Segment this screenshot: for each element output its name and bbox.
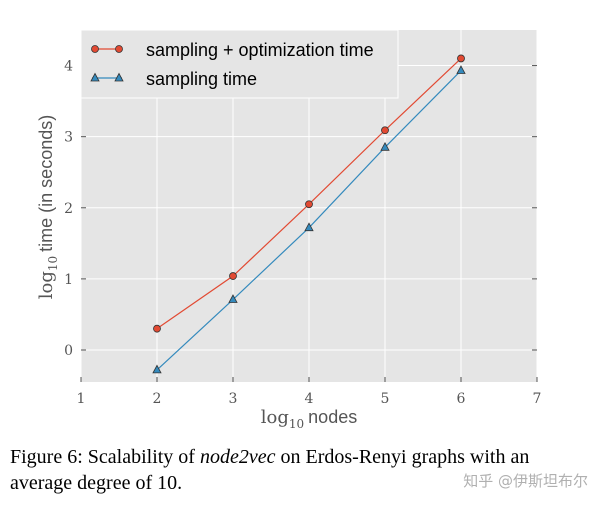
legend-label-sampling-optimization: sampling + optimization time	[146, 40, 374, 60]
y-tick-label: 2	[64, 201, 73, 217]
x-tick-label: 3	[229, 391, 238, 407]
x-tick-label: 5	[381, 391, 390, 407]
x-axis-label: log10 nodes	[261, 407, 357, 431]
x-tick-label: 1	[77, 391, 86, 407]
data-point-circle	[229, 272, 237, 280]
legend-box	[80, 29, 399, 99]
figure-caption: Figure 6: Scalability of node2vec on Erd…	[10, 446, 530, 494]
data-point-triangle	[304, 222, 314, 232]
x-tick-label: 7	[533, 391, 542, 407]
data-point-circle	[153, 324, 161, 333]
x-tick-label: 6	[457, 391, 466, 407]
legend: sampling + optimization time sampling ti…	[80, 29, 399, 99]
data-point-triangle	[456, 65, 466, 74]
watermark: 知乎 @伊斯坦布尔	[463, 472, 588, 490]
axis-ticks: 1 2 3 4 5 6 7 0 1 2 3 4	[64, 59, 541, 407]
y-tick-label: 3	[64, 130, 73, 146]
x-tick-label: 4	[305, 391, 314, 407]
data-point-triangle	[380, 141, 390, 151]
y-tick-label: 4	[64, 59, 73, 75]
legend-marker-sampling	[114, 72, 124, 82]
legend-marker-sampling	[90, 72, 100, 82]
legend-label-sampling: sampling time	[146, 69, 257, 89]
y-tick-label: 1	[64, 272, 73, 288]
y-tick-label: 0	[64, 343, 73, 359]
data-series	[152, 54, 466, 374]
data-point-circle	[305, 200, 313, 209]
x-tick-label: 2	[153, 391, 162, 407]
legend-marker-sampling-optimization	[115, 45, 123, 53]
data-point-triangle	[228, 294, 238, 303]
data-point-circle	[457, 54, 465, 63]
data-point-circle	[381, 126, 389, 135]
scalability-chart: 1 2 3 4 5 6 7 0 1 2 3 4 log10 nodes log10time (in se…	[36, 29, 541, 431]
data-point-triangle	[152, 364, 162, 374]
y-axis-label: log10time (in seconds)	[36, 115, 60, 299]
legend-marker-sampling-optimization	[91, 45, 99, 53]
caption-emphasis: node2vec	[199, 446, 276, 468]
